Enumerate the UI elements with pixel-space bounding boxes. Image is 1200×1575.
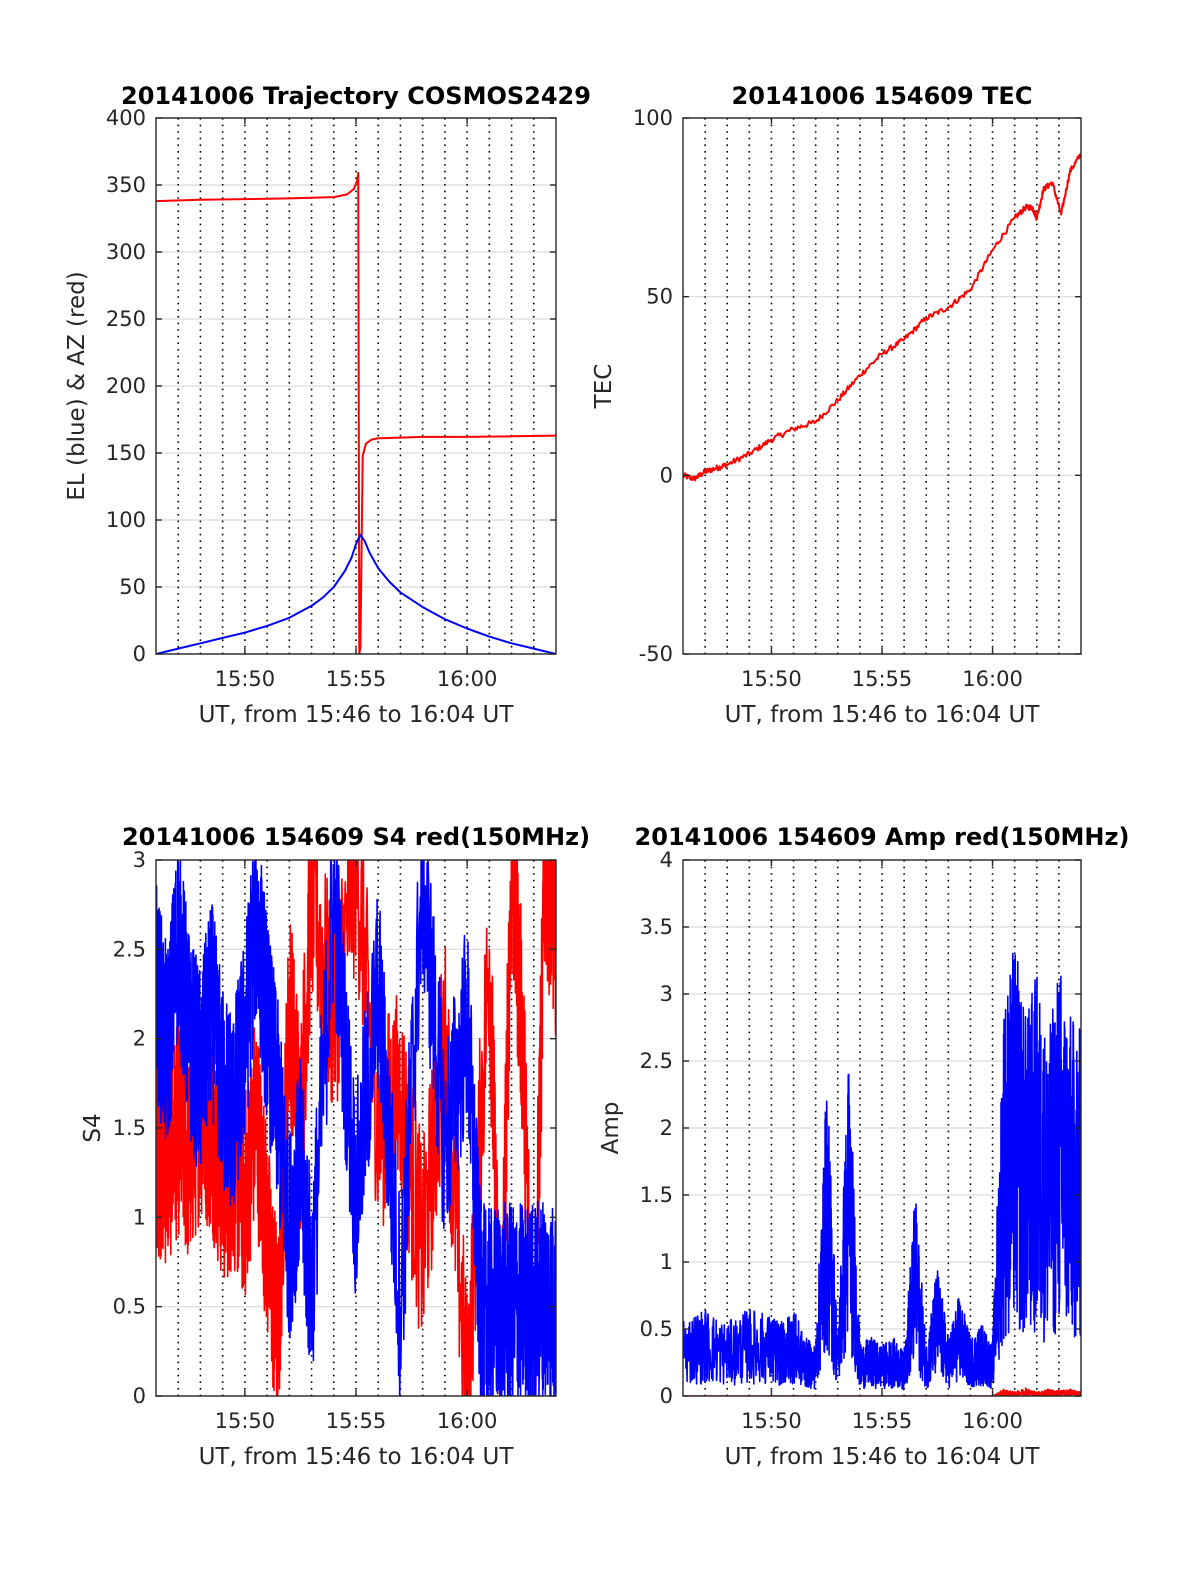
y-tick-label: 3 — [660, 982, 673, 1006]
amp-panel: 20141006 154609 Amp red(150MHz) Amp UT, … — [598, 823, 1129, 1470]
y-tick-label: 0 — [660, 463, 673, 487]
y-tick-label: 1.5 — [640, 1183, 673, 1207]
x-tick-label: 16:00 — [962, 667, 1023, 691]
y-tick-label: 4 — [660, 848, 673, 872]
s4-panel: 20141006 154609 S4 red(150MHz) S4 UT, fr… — [80, 823, 590, 1470]
x-tick-label: 15:55 — [326, 1409, 387, 1433]
x-tick-label: 15:55 — [326, 667, 387, 691]
y-tick-label: 0 — [133, 642, 146, 666]
x-tick-label: 15:50 — [741, 1409, 802, 1433]
x-tick-label: 15:50 — [215, 1409, 276, 1433]
x-tick-label: 16:00 — [437, 1409, 498, 1433]
trajectory-x-axis-label: UT, from 15:46 to 16:04 UT — [199, 702, 515, 728]
tec-panel: 20141006 154609 TEC TEC UT, from 15:46 t… — [591, 82, 1082, 728]
x-tick-label: 16:00 — [962, 1409, 1023, 1433]
y-tick-label: 1 — [133, 1205, 146, 1229]
tec-title: 20141006 154609 TEC — [732, 82, 1033, 110]
series-blue-line — [156, 533, 556, 654]
y-tick-label: 50 — [646, 285, 673, 309]
y-tick-label: 50 — [119, 575, 146, 599]
x-tick-label: 15:55 — [852, 1409, 913, 1433]
tec-x-axis-label: UT, from 15:46 to 16:04 UT — [725, 702, 1041, 728]
y-tick-label: 100 — [633, 106, 673, 130]
y-tick-label: 2.5 — [113, 937, 146, 961]
y-tick-label: 1.5 — [113, 1116, 146, 1140]
s4-x-axis-label: UT, from 15:46 to 16:04 UT — [199, 1444, 515, 1470]
x-tick-label: 15:50 — [215, 667, 276, 691]
series-blue-line — [156, 860, 556, 1396]
y-tick-label: 1 — [660, 1250, 673, 1274]
series-red-line — [156, 171, 556, 654]
tec-y-axis-label: TEC — [591, 364, 617, 410]
trajectory-panel: 20141006 Trajectory COSMOS2429 EL (blue)… — [64, 82, 591, 728]
y-tick-label: 0 — [133, 1384, 146, 1408]
y-tick-label: 0.5 — [640, 1317, 673, 1341]
y-tick-label: 2.5 — [640, 1049, 673, 1073]
y-tick-label: 3.5 — [640, 915, 673, 939]
y-tick-label: 200 — [106, 374, 146, 398]
y-tick-label: 0.5 — [113, 1295, 146, 1319]
y-tick-label: -50 — [639, 642, 673, 666]
y-tick-label: 0 — [660, 1384, 673, 1408]
y-tick-label: 2 — [133, 1027, 146, 1051]
amp-title: 20141006 154609 Amp red(150MHz) — [635, 823, 1130, 851]
trajectory-title: 20141006 Trajectory COSMOS2429 — [121, 82, 591, 110]
series-red-line — [683, 1387, 1081, 1396]
y-tick-label: 150 — [106, 441, 146, 465]
y-tick-label: 300 — [106, 240, 146, 264]
s4-title: 20141006 154609 S4 red(150MHz) — [122, 823, 590, 851]
y-tick-label: 2 — [660, 1116, 673, 1140]
x-tick-label: 15:50 — [741, 667, 802, 691]
series-red-line — [683, 152, 1081, 482]
amp-x-axis-label: UT, from 15:46 to 16:04 UT — [725, 1444, 1041, 1470]
s4-y-axis-label: S4 — [80, 1113, 106, 1142]
y-tick-label: 3 — [133, 848, 146, 872]
series-blue-line — [683, 952, 1081, 1391]
amp-y-axis-label: Amp — [598, 1102, 624, 1155]
x-tick-label: 15:55 — [852, 667, 913, 691]
y-tick-label: 100 — [106, 508, 146, 532]
y-tick-label: 350 — [106, 173, 146, 197]
trajectory-y-axis-label: EL (blue) & AZ (red) — [64, 271, 90, 500]
y-tick-label: 400 — [106, 106, 146, 130]
y-tick-label: 250 — [106, 307, 146, 331]
x-tick-label: 16:00 — [437, 667, 498, 691]
